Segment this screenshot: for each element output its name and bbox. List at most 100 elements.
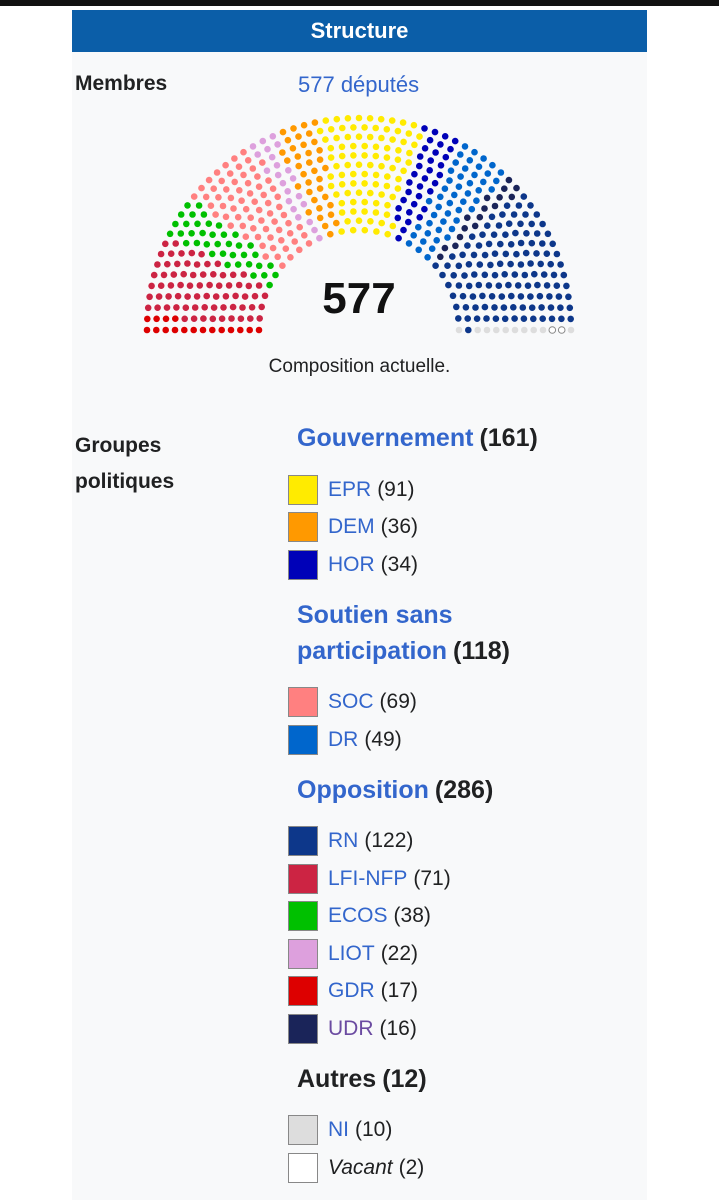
seat-dot	[464, 214, 471, 221]
seat-dot	[231, 178, 238, 186]
party-row: SOC (69)	[288, 684, 642, 722]
members-label: Membres	[75, 72, 168, 95]
seat-dot	[453, 217, 460, 224]
seat-dot	[493, 326, 500, 334]
party-name[interactable]: GDR	[328, 979, 375, 1003]
seat-dot	[489, 161, 496, 169]
seat-dot	[280, 211, 288, 219]
seat-dot	[437, 162, 445, 169]
group-name[interactable]: Soutien sans participation	[297, 600, 453, 665]
party-name[interactable]: LIOT	[328, 941, 375, 965]
seat-dot	[194, 220, 201, 228]
seat-dot	[366, 133, 374, 141]
seat-dot	[471, 222, 479, 230]
seat-dot	[344, 189, 352, 197]
group-seats: (12)	[382, 1064, 427, 1093]
seat-dot	[485, 282, 493, 289]
party-name[interactable]: RN	[328, 829, 359, 853]
seat-dot	[285, 167, 292, 174]
seat-dot	[219, 202, 227, 210]
party-name[interactable]: NI	[328, 1118, 349, 1142]
seat-dot	[416, 153, 424, 160]
seat-dot	[255, 183, 263, 190]
seat-dot	[400, 226, 407, 234]
seat-dot	[355, 189, 363, 196]
seat-dot	[150, 271, 158, 279]
seat-dot	[239, 304, 246, 311]
seat-dot	[210, 271, 217, 278]
seat-dot	[250, 225, 257, 232]
seat-dot	[274, 141, 281, 148]
party-name[interactable]: ECOS	[328, 904, 388, 928]
seat-dot	[248, 304, 256, 311]
seat-dot	[519, 304, 527, 311]
seat-dot	[291, 238, 298, 245]
seat-dot	[240, 171, 247, 179]
seat-dot	[405, 130, 413, 137]
seat-dot	[259, 242, 266, 250]
seat-dot	[172, 240, 179, 247]
seat-group	[279, 119, 340, 238]
seat-dot	[338, 152, 346, 160]
seat-dot	[180, 270, 187, 278]
members-value[interactable]: 577 députés	[298, 72, 420, 97]
party-swatch	[288, 687, 318, 718]
seat-dot	[240, 148, 247, 156]
seat-dot	[488, 186, 496, 193]
seat-dot	[350, 142, 357, 150]
seat-dot	[198, 184, 205, 192]
party-name[interactable]: DR	[328, 727, 359, 751]
seat-dot	[383, 182, 391, 190]
party-row: DEM (36)	[288, 509, 642, 547]
seat-dot	[207, 202, 215, 209]
group-name[interactable]: Gouvernement	[297, 424, 474, 452]
seat-dot	[284, 136, 292, 144]
seat-dot	[537, 260, 544, 268]
seat-dot	[395, 205, 402, 212]
seat-dot	[490, 231, 498, 238]
seat-dot	[474, 326, 482, 334]
seat-dot	[279, 262, 286, 269]
seat-dot	[355, 133, 363, 140]
seat-dot	[316, 127, 324, 135]
seat-dot	[522, 249, 530, 257]
seat-dot	[415, 246, 423, 254]
party-name[interactable]: UDR	[328, 1016, 374, 1040]
party-name[interactable]: DEM	[328, 515, 375, 539]
seat-dot	[181, 315, 188, 323]
seat-dot	[327, 173, 334, 180]
seat-dot	[224, 261, 231, 269]
seat-dot	[223, 186, 230, 193]
seat-dot	[488, 293, 496, 300]
seat-dot	[316, 185, 324, 192]
seat-dot	[344, 115, 352, 122]
seat-dot	[344, 218, 351, 225]
seat-dot	[415, 223, 422, 231]
seat-dot	[361, 208, 368, 215]
seat-dot	[395, 147, 402, 154]
party-name[interactable]: EPR	[328, 477, 372, 501]
seat-dot	[411, 170, 418, 178]
group-name[interactable]: Opposition	[297, 775, 429, 804]
seat-dot	[262, 253, 269, 260]
party-name[interactable]: LFI-NFP	[328, 866, 408, 890]
group-seats: (118)	[453, 636, 510, 665]
seat-dot	[208, 250, 216, 258]
seat-dot	[416, 133, 423, 140]
seat-dot	[199, 271, 207, 278]
seat-dot	[512, 229, 519, 237]
seat-dot	[455, 326, 463, 334]
seat-dot	[333, 134, 340, 142]
party-name[interactable]: HOR	[328, 552, 375, 576]
seat-dot	[255, 282, 263, 289]
seat-dot	[249, 165, 257, 172]
party-name[interactable]: SOC	[328, 690, 374, 714]
seat-dot	[499, 211, 506, 218]
seat-dot	[567, 326, 575, 334]
party-row: LFI-NFP (71)	[288, 860, 642, 898]
seat-dot	[528, 239, 536, 247]
seat-dot	[547, 260, 554, 268]
seat-dot	[193, 261, 201, 268]
seat-dot	[480, 178, 487, 186]
